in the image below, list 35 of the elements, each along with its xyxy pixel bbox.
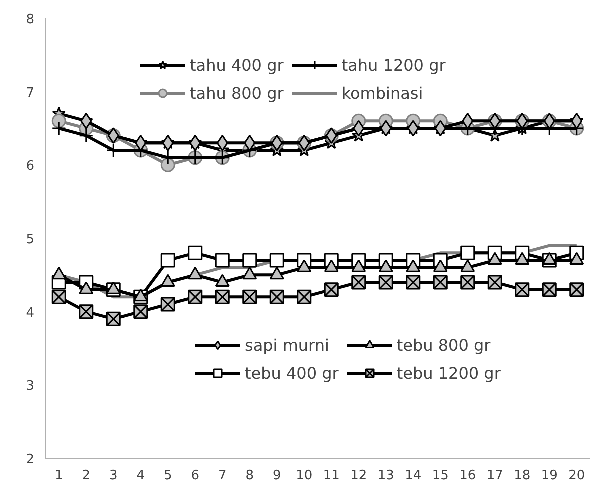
x-tick-label: 3 [109, 468, 118, 484]
legend-label: tebu 1200 gr [396, 364, 501, 382]
y-tick-label: 2 [26, 452, 35, 468]
legend-label: sapi murni [245, 336, 330, 354]
legend-label: tebu 800 gr [396, 336, 491, 354]
legend-label: tahu 1200 gr [342, 56, 446, 74]
x-tick-label: 9 [272, 468, 282, 484]
x-tick-label: 4 [136, 468, 146, 484]
x-tick-label: 17 [486, 468, 504, 484]
x-tick-label: 13 [378, 468, 394, 484]
x-tick-label: 2 [82, 468, 91, 484]
y-tick-label: 7 [26, 86, 35, 101]
legend-label: tahu 800 gr [190, 84, 284, 102]
x-tick-label: 7 [218, 468, 227, 484]
x-tick-label: 20 [568, 468, 586, 484]
legend-label: tahu 400 gr [190, 56, 284, 74]
x-tick-label: 5 [164, 468, 172, 484]
x-tick-label: 18 [514, 468, 531, 484]
x-tick-label: 1 [54, 468, 64, 484]
x-tick-label: 19 [541, 468, 558, 484]
legend-label: tebu 400 gr [245, 364, 339, 382]
legend-label: kombinasi [342, 84, 424, 102]
x-tick-label: 15 [432, 468, 449, 484]
y-tick-label: 3 [26, 379, 35, 394]
x-tick-label: 8 [246, 468, 254, 484]
x-tick-label: 11 [323, 468, 340, 484]
x-tick-label: 6 [191, 468, 200, 484]
y-tick-label: 5 [26, 232, 35, 248]
x-tick-label: 16 [460, 468, 476, 484]
x-tick-label: 14 [405, 468, 422, 484]
y-tick-label: 8 [26, 12, 35, 28]
x-tick-label: 10 [296, 468, 313, 484]
x-tick-label: 12 [350, 468, 368, 484]
y-tick-label: 4 [26, 306, 35, 321]
y-tick-label: 6 [26, 159, 35, 174]
